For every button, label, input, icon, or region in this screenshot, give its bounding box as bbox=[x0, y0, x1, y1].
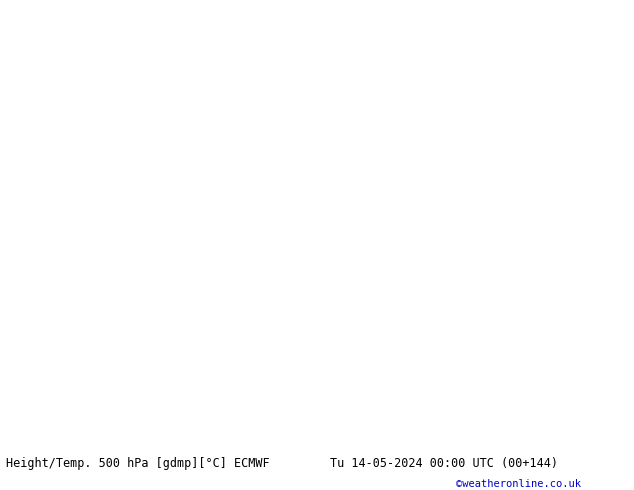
Text: -10: -10 bbox=[434, 272, 450, 282]
Text: -15: -15 bbox=[22, 351, 38, 361]
Text: -30: -30 bbox=[460, 432, 476, 442]
Text: 592: 592 bbox=[570, 3, 590, 14]
Text: -10: -10 bbox=[217, 246, 233, 256]
Text: 552: 552 bbox=[558, 340, 578, 350]
Text: -5: -5 bbox=[337, 221, 347, 231]
Text: 504: 504 bbox=[492, 419, 512, 429]
Text: 576: 576 bbox=[565, 273, 585, 283]
Text: -30: -30 bbox=[582, 386, 598, 395]
Text: -10: -10 bbox=[27, 308, 43, 318]
Text: 584: 584 bbox=[585, 243, 605, 253]
Text: 544: 544 bbox=[555, 357, 575, 368]
Polygon shape bbox=[90, 117, 102, 127]
Text: 496: 496 bbox=[490, 433, 510, 443]
Polygon shape bbox=[270, 397, 295, 447]
Text: -6: -6 bbox=[567, 3, 577, 14]
Text: 588: 588 bbox=[248, 173, 268, 183]
Polygon shape bbox=[0, 34, 14, 48]
Text: -5: -5 bbox=[197, 178, 207, 188]
Text: 584: 584 bbox=[98, 220, 118, 229]
Text: ©weatheronline.co.uk: ©weatheronline.co.uk bbox=[456, 479, 581, 489]
Text: -25: -25 bbox=[444, 364, 460, 374]
Text: 584: 584 bbox=[478, 238, 498, 247]
Text: 588: 588 bbox=[162, 187, 182, 197]
Text: -10: -10 bbox=[574, 275, 590, 285]
Text: 528: 528 bbox=[495, 383, 515, 393]
Text: 592: 592 bbox=[530, 200, 550, 210]
Text: -25: -25 bbox=[337, 408, 353, 418]
Text: 568: 568 bbox=[308, 282, 328, 292]
Text: Height/Temp. 500 hPa [gdmp][°C] ECMWF: Height/Temp. 500 hPa [gdmp][°C] ECMWF bbox=[6, 457, 270, 469]
Text: -10: -10 bbox=[32, 277, 48, 288]
Polygon shape bbox=[278, 431, 294, 451]
Text: 588: 588 bbox=[575, 230, 595, 240]
Polygon shape bbox=[194, 2, 555, 451]
Text: -15: -15 bbox=[170, 377, 186, 387]
Text: 584: 584 bbox=[5, 245, 25, 255]
Text: -15: -15 bbox=[250, 312, 266, 322]
Text: 0-10: 0-10 bbox=[137, 248, 159, 258]
Text: -10: -10 bbox=[144, 211, 160, 220]
Text: 560: 560 bbox=[338, 303, 358, 314]
Text: 568: 568 bbox=[555, 292, 575, 301]
Text: 520: 520 bbox=[498, 398, 518, 408]
Text: -25: -25 bbox=[587, 368, 603, 378]
Polygon shape bbox=[20, 74, 32, 86]
Text: -25: -25 bbox=[332, 351, 348, 361]
Text: -25: -25 bbox=[247, 335, 263, 345]
Text: Tu 14-05-2024 00:00 UTC (00+144): Tu 14-05-2024 00:00 UTC (00+144) bbox=[330, 457, 558, 469]
Text: 576: 576 bbox=[100, 277, 120, 288]
Text: -20: -20 bbox=[300, 429, 316, 439]
Text: 588: 588 bbox=[40, 155, 60, 165]
Text: 588: 588 bbox=[418, 214, 438, 224]
Text: 560: 560 bbox=[552, 327, 572, 337]
Text: -5: -5 bbox=[87, 269, 97, 279]
